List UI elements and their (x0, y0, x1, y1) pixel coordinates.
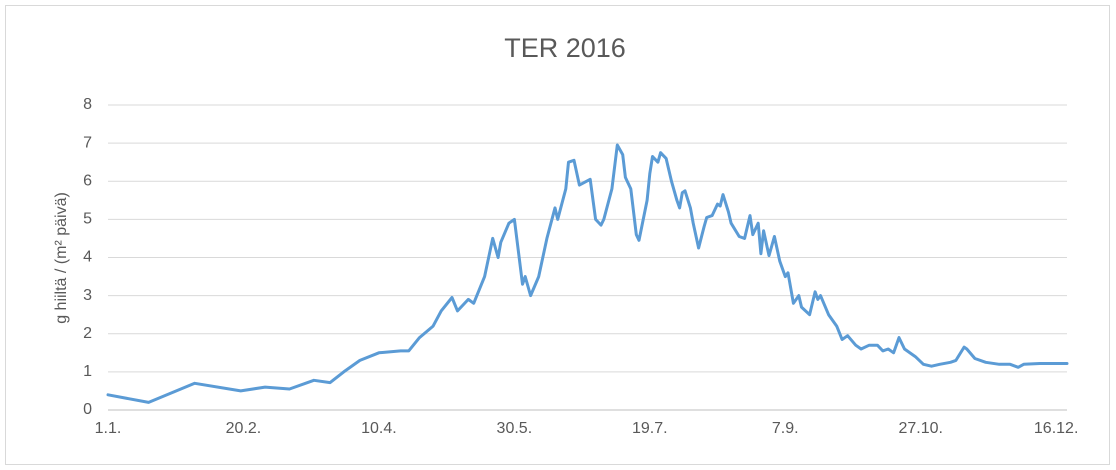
x-tick-label: 7.9. (772, 420, 799, 437)
y-tick-label: 5 (83, 211, 92, 228)
x-tick-label: 16.12. (1034, 420, 1078, 437)
y-tick-label: 1 (83, 363, 92, 380)
data-line (106, 143, 1069, 404)
y-tick-label: 7 (83, 134, 92, 151)
y-tick-label: 6 (83, 172, 92, 189)
y-tick-label: 0 (83, 401, 92, 418)
y-axis-label: g hiiltä / (m² päivä) (53, 192, 70, 324)
y-tick-label: 8 (83, 96, 92, 113)
x-tick-label: 1.1. (95, 420, 122, 437)
x-tick-label: 20.2. (226, 420, 262, 437)
x-tick-label: 19.7. (632, 420, 668, 437)
y-tick-label: 2 (83, 325, 92, 342)
chart-frame (5, 5, 1110, 465)
y-tick-label: 3 (83, 287, 92, 304)
x-tick-label: 30.5. (497, 420, 533, 437)
x-tick-label: 27.10. (898, 420, 942, 437)
y-tick-label: 4 (83, 249, 92, 266)
x-tick-label: 10.4. (361, 420, 397, 437)
chart-title: TER 2016 (504, 33, 626, 63)
